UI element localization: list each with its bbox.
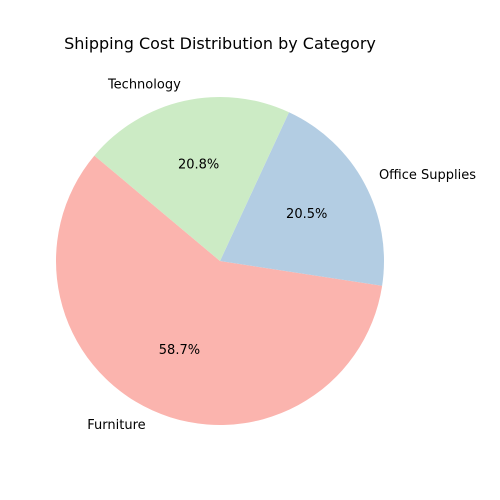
pie-label-technology: Technology (107, 77, 181, 92)
pie-slices (55, 96, 384, 425)
pie-label-office-supplies: Office Supplies (379, 168, 476, 183)
chart-title: Shipping Cost Distribution by Category (64, 34, 376, 53)
pie-labels: Furniture 58.7% Office Supplies 20.5% Techno… (87, 77, 476, 432)
pie-slice-office-supplies (220, 112, 384, 286)
pie-pct-furniture: 58.7% (159, 343, 200, 358)
pie-label-furniture: Furniture (87, 418, 145, 433)
pie-pct-technology: 20.8% (178, 157, 219, 172)
pie-slice-technology (94, 96, 289, 261)
pie-pct-office-supplies: 20.5% (286, 207, 327, 222)
pie-slice-furniture (55, 155, 383, 425)
